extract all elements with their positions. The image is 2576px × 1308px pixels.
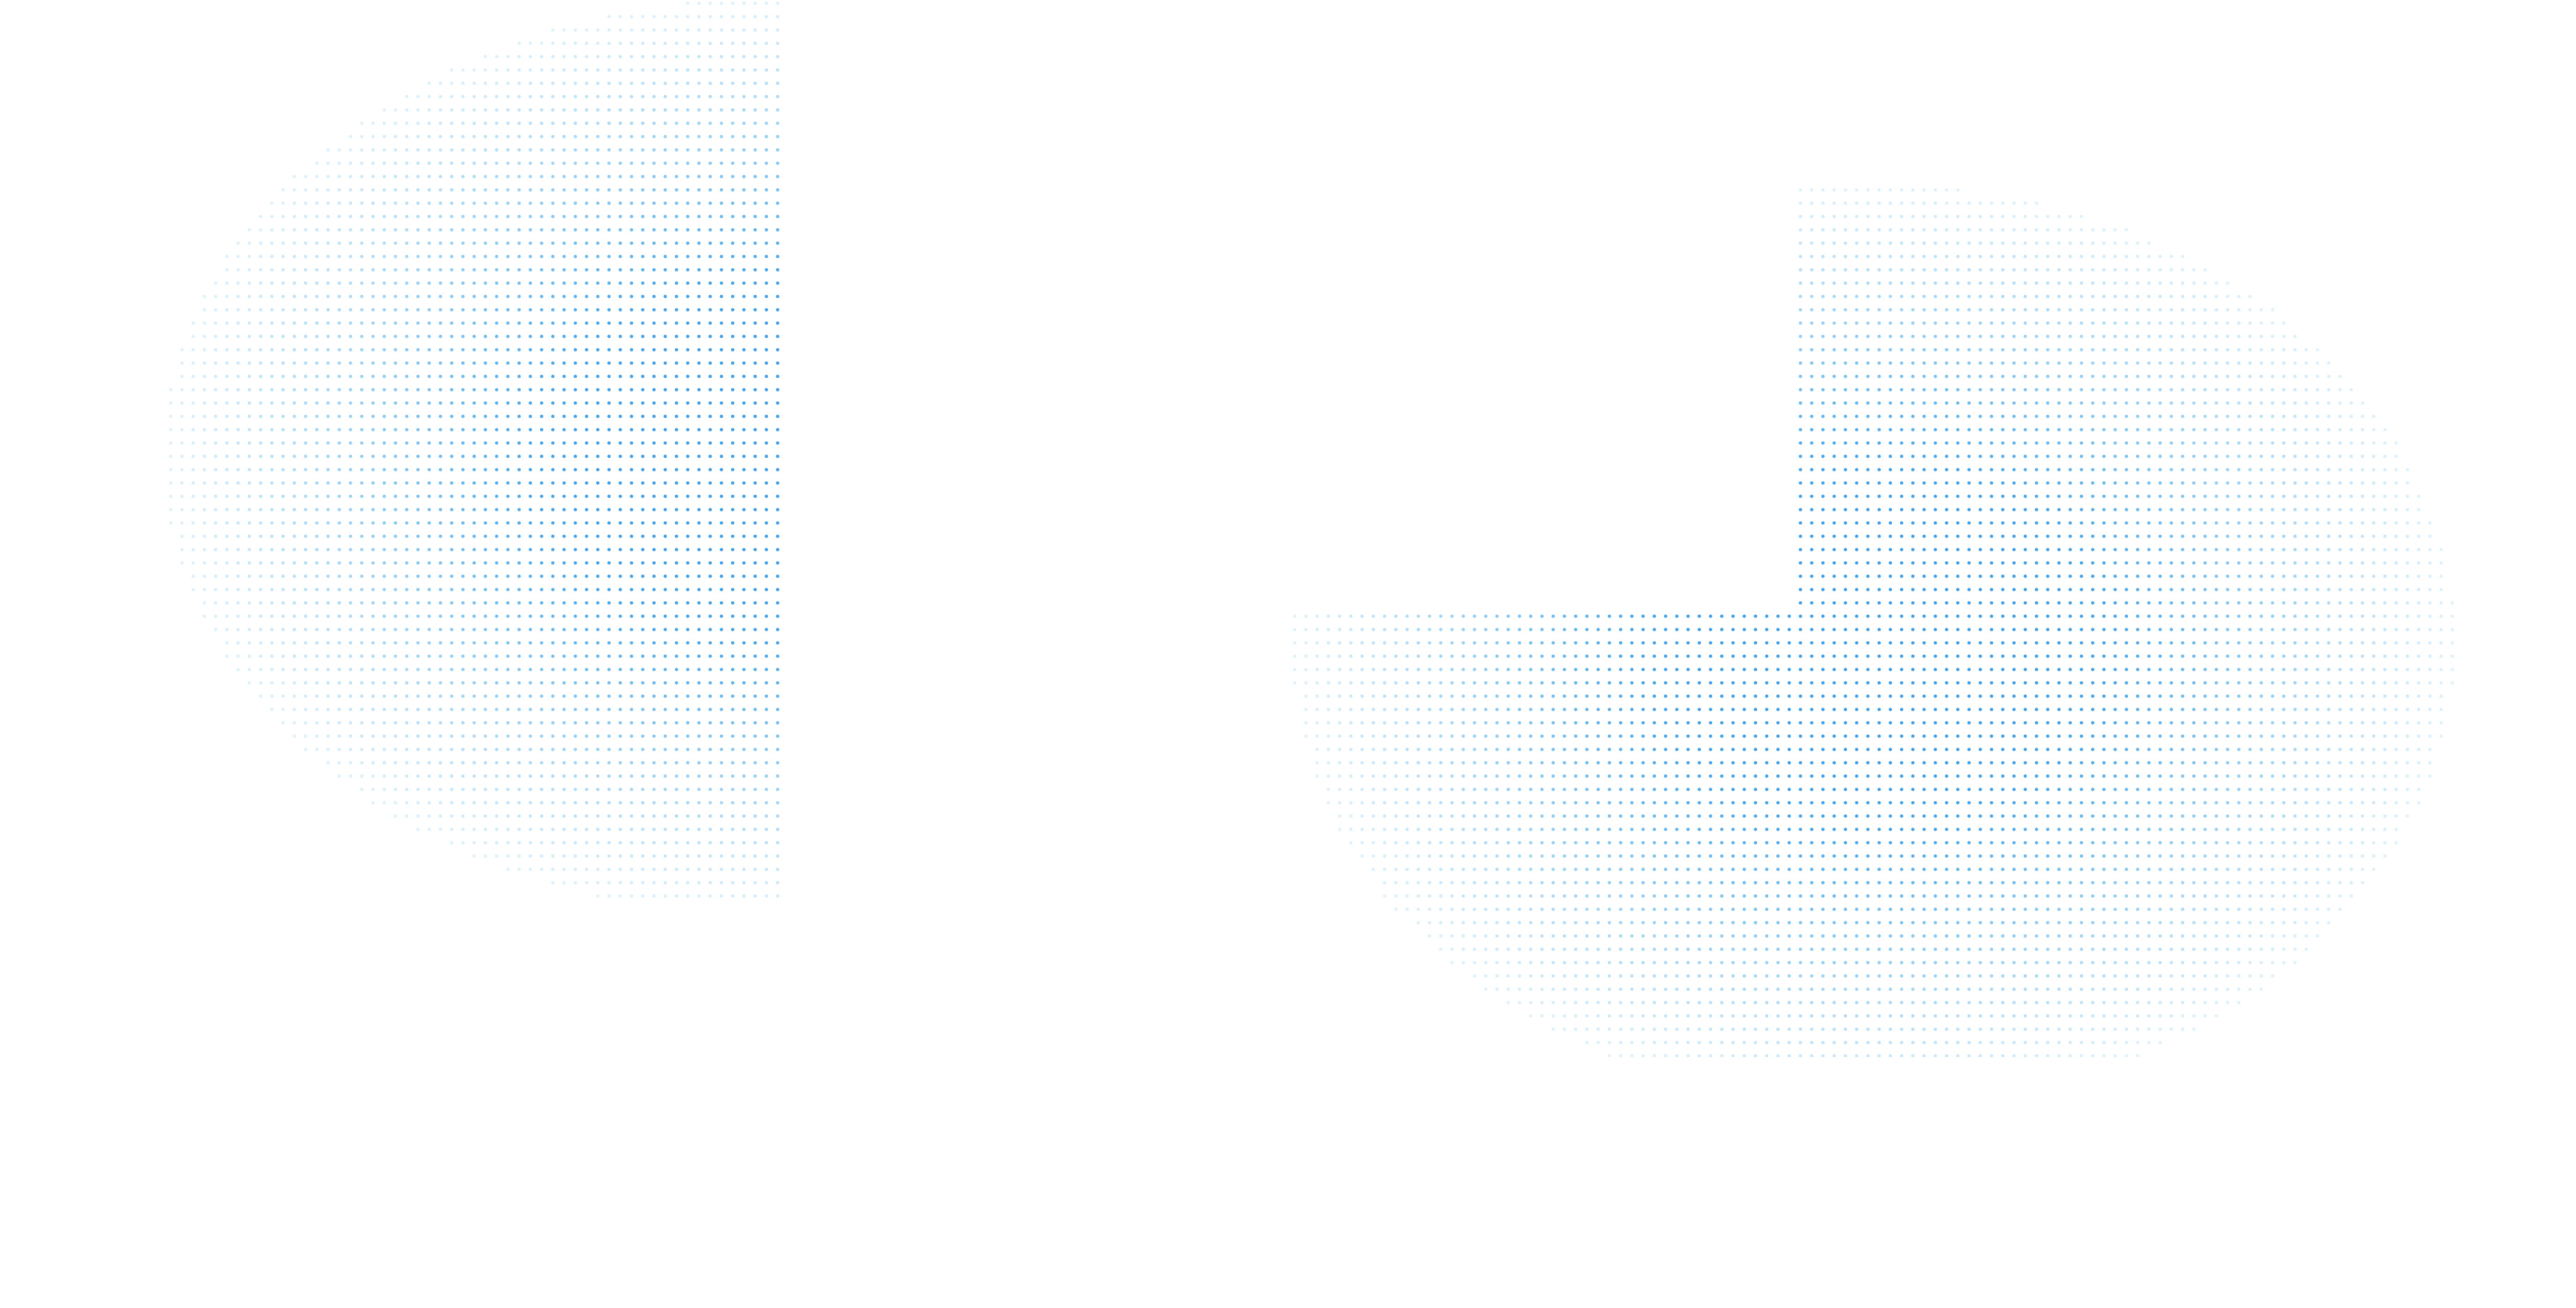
dot-pattern-canvas (0, 0, 2576, 1057)
